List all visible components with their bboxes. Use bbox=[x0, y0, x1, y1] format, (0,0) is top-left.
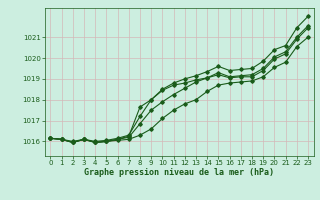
X-axis label: Graphe pression niveau de la mer (hPa): Graphe pression niveau de la mer (hPa) bbox=[84, 168, 274, 177]
